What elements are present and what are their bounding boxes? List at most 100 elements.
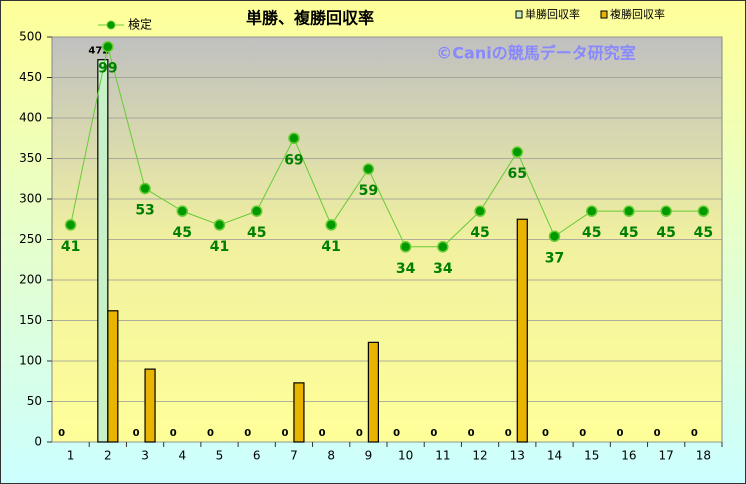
- y-tick-label: 400: [19, 111, 42, 125]
- marker: [139, 182, 151, 195]
- bar-label: 0: [654, 428, 661, 439]
- bar-label: 0: [505, 428, 512, 439]
- y-tick-label: 500: [19, 30, 42, 44]
- legend-label: 検定: [128, 17, 152, 32]
- x-tick-label: 12: [472, 449, 487, 463]
- y-tick-label: 150: [19, 313, 42, 327]
- y-tick-label: 200: [19, 273, 42, 287]
- x-tick-label: 14: [547, 449, 562, 463]
- marker: [362, 163, 375, 175]
- marker: [64, 219, 77, 231]
- bar: [293, 382, 305, 443]
- marker: [548, 230, 561, 243]
- bar-label: 0: [356, 428, 363, 439]
- marker: [250, 205, 263, 217]
- point-label: 99: [98, 61, 117, 77]
- marker: [288, 132, 300, 144]
- point-label: 45: [656, 225, 675, 241]
- bar-label: 0: [319, 428, 326, 439]
- point-label: 34: [396, 261, 416, 277]
- bar-label: 0: [133, 428, 140, 439]
- marker: [660, 205, 672, 217]
- point-label: 37: [545, 250, 564, 266]
- marker: [697, 205, 710, 217]
- point-label: 45: [470, 225, 489, 241]
- bar-label: 0: [430, 428, 437, 439]
- marker: [102, 40, 114, 53]
- x-tick-label: 7: [290, 449, 298, 463]
- x-tick-label: 13: [510, 449, 525, 463]
- bar: [144, 368, 156, 443]
- point-label: 41: [61, 239, 80, 255]
- marker: [437, 241, 449, 253]
- bar-label: 0: [281, 428, 288, 439]
- bar-label: 0: [468, 428, 475, 439]
- bar-label: 0: [393, 428, 400, 439]
- bar: [367, 341, 379, 443]
- point-label: 45: [694, 225, 713, 241]
- x-tick-label: 5: [216, 449, 224, 463]
- bar: [516, 218, 528, 443]
- point-label: 45: [582, 225, 601, 241]
- point-label: 45: [619, 225, 638, 241]
- point-label: 69: [284, 152, 303, 168]
- bar-label: 0: [244, 428, 251, 439]
- point-label: 45: [247, 225, 266, 241]
- bar: [107, 310, 119, 443]
- point-label: 45: [173, 225, 192, 241]
- x-tick-label: 4: [178, 449, 186, 463]
- marker: [511, 146, 524, 158]
- point-label: 41: [321, 239, 340, 255]
- bar-label: 0: [207, 428, 214, 439]
- marker: [213, 219, 226, 231]
- legend-swatch: [515, 10, 523, 19]
- x-tick-label: 6: [253, 449, 261, 463]
- x-tick-label: 2: [104, 449, 112, 463]
- legend-label: 単勝回収率: [525, 7, 580, 21]
- y-tick-label: 450: [19, 70, 42, 84]
- x-tick-label: 8: [327, 449, 335, 463]
- line: [70, 46, 704, 248]
- bar-label: 0: [58, 428, 65, 439]
- bar: [97, 59, 109, 443]
- point-label: 34: [433, 261, 453, 277]
- x-tick-label: 1: [67, 449, 75, 463]
- point-label: 53: [135, 202, 154, 218]
- marker: [325, 219, 337, 231]
- marker: [474, 205, 486, 217]
- marker: [585, 205, 598, 217]
- x-tick-label: 9: [365, 449, 373, 463]
- y-tick-label: 0: [34, 435, 42, 449]
- y-tick-label: 100: [19, 354, 42, 368]
- bar-label: 0: [579, 428, 586, 439]
- y-tick-label: 50: [27, 394, 42, 408]
- legend-label: 複勝回収率: [610, 7, 665, 21]
- x-tick-label: 16: [621, 449, 636, 463]
- x-tick-label: 17: [659, 449, 674, 463]
- x-tick-label: 10: [398, 449, 413, 463]
- bar-label: 0: [542, 428, 549, 439]
- y-tick-label: 250: [19, 232, 42, 246]
- legend-swatch: [600, 10, 608, 19]
- marker: [399, 241, 412, 253]
- x-tick-label: 3: [141, 449, 149, 463]
- x-tick-label: 15: [584, 449, 599, 463]
- point-label: 41: [210, 239, 229, 255]
- chart-title: 単勝、複勝回収率: [246, 9, 374, 28]
- marker: [176, 205, 189, 217]
- legend-marker: [106, 20, 116, 30]
- bar-label: 0: [170, 428, 177, 439]
- point-label: 59: [359, 183, 378, 199]
- bar-label: 0: [691, 428, 698, 439]
- y-tick-label: 300: [19, 192, 42, 206]
- watermark: ©Caniの競馬データ研究室: [436, 44, 635, 63]
- marker: [623, 205, 635, 217]
- point-label: 65: [508, 166, 527, 182]
- bar-label: 0: [616, 428, 623, 439]
- bar-label: 472: [88, 46, 109, 57]
- y-tick-label: 350: [19, 151, 42, 165]
- x-tick-label: 11: [435, 449, 450, 463]
- x-tick-label: 18: [696, 449, 711, 463]
